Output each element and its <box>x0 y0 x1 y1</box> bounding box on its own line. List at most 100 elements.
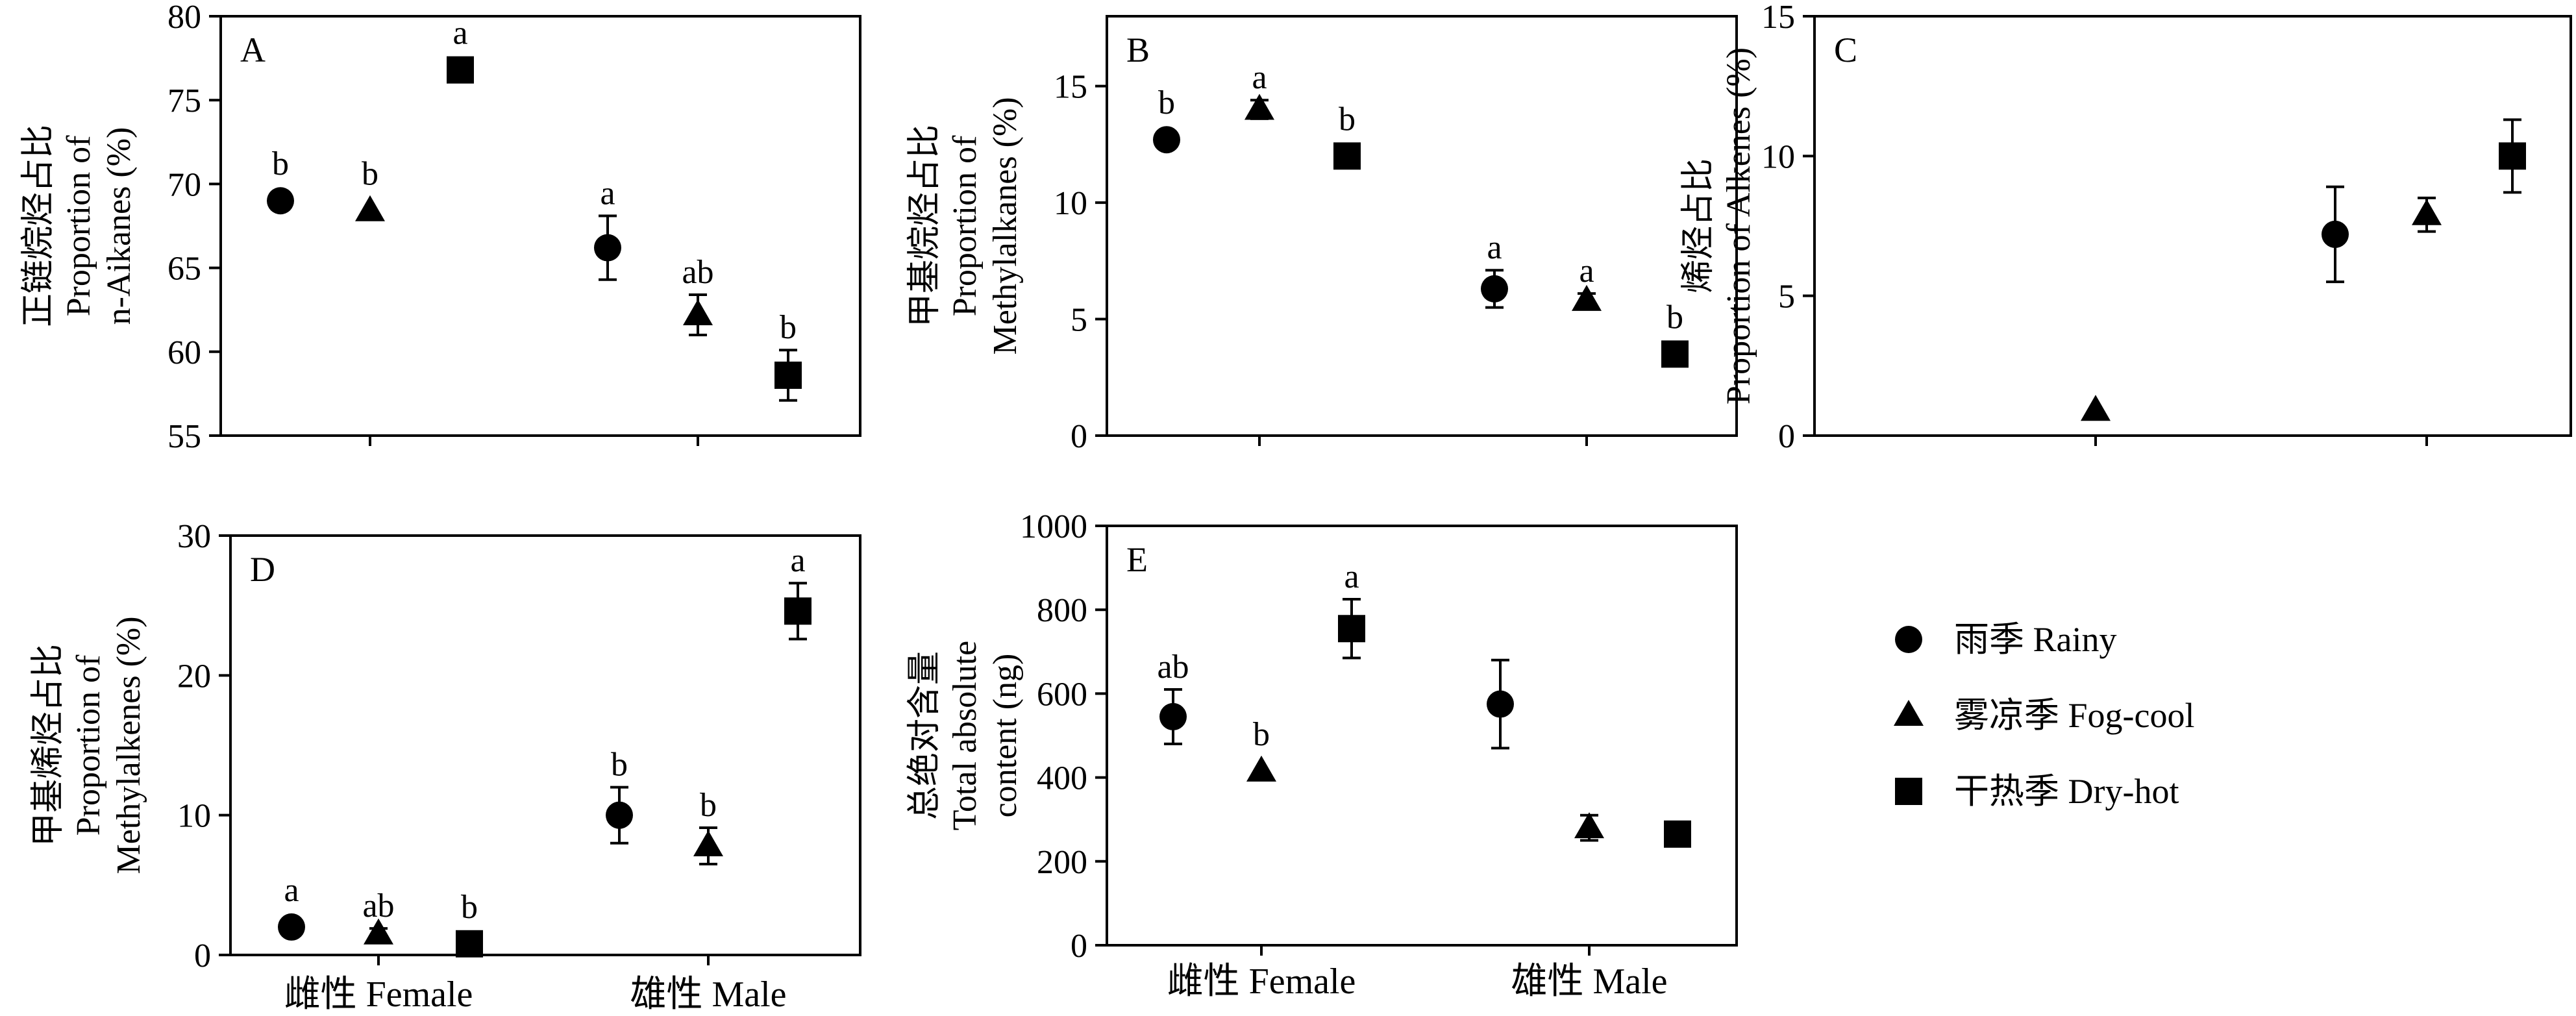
data-point <box>2499 118 2526 194</box>
triangle-marker <box>683 299 713 325</box>
x-category-label: 雌性 Female <box>1167 961 1356 1002</box>
significance-label: ab <box>682 254 713 291</box>
panel-c: 0 5 10 15 C 烯烃占比 Proportion of Alkenes (%) <box>1680 0 2572 455</box>
data-point <box>2412 196 2442 233</box>
data-point <box>1574 812 1604 842</box>
circle-marker <box>278 913 305 941</box>
triangle-marker <box>693 830 723 857</box>
y-tick-label: 65 <box>167 251 201 288</box>
y-tick-label: 0 <box>1778 418 1795 455</box>
y-axis-label: Proportion of <box>60 135 97 316</box>
y-tick-label: 5 <box>1778 279 1795 316</box>
y-axis-label: content (ng) <box>987 654 1024 818</box>
y-axis-label: 甲基烷烃占比 <box>906 125 943 327</box>
y-tick-label: 20 <box>177 658 211 695</box>
panel-b: 0 5 10 15 B 甲基烷烃占比 Proportion of Methylalkanes … <box>906 15 1738 455</box>
data-point: a <box>594 175 621 281</box>
significance-label: b <box>362 156 378 193</box>
triangle-marker <box>1574 812 1604 839</box>
data-point <box>1664 820 1691 848</box>
data-point <box>1487 658 1514 750</box>
significance-label: a <box>790 542 805 579</box>
y-tick-label: 1000 <box>1020 508 1087 545</box>
x-category-label: 雌性 Female <box>284 974 473 1015</box>
data-point: a <box>447 15 474 84</box>
data-point <box>2322 185 2349 284</box>
plot-frame <box>219 15 861 437</box>
significance-label: a <box>1252 59 1267 96</box>
panel-d: 0 10 20 30 D 甲基烯烃占比 Proportion of Methylalkenes… <box>30 518 861 974</box>
y-axis-label: Methylalkanes (%) <box>987 97 1024 354</box>
significance-label: b <box>1253 716 1270 753</box>
y-axis-label: 甲基烯烃占比 <box>30 644 67 847</box>
data-point: b <box>355 156 385 221</box>
circle-marker <box>606 801 633 829</box>
square-marker <box>784 597 811 625</box>
y-axis-label: Proportion of <box>947 135 984 316</box>
circle-marker <box>594 234 621 262</box>
y-axis-label: 烯烃占比 <box>1680 158 1717 293</box>
square-marker <box>2499 142 2526 170</box>
triangle-marker <box>355 195 385 221</box>
significance-label: b <box>272 145 289 182</box>
data-point: ab <box>1157 649 1189 745</box>
circle-marker <box>1487 690 1514 718</box>
legend-item: 雾凉季 Fog-cool <box>1894 696 2195 735</box>
panel-letter: E <box>1126 540 1148 579</box>
y-tick-label: 200 <box>1037 844 1087 881</box>
data-point: b <box>1153 84 1180 154</box>
triangle-marker <box>2081 395 2111 421</box>
y-axis-label: Total absolute <box>947 641 984 830</box>
legend: 雨季 Rainy 雾凉季 Fog-cool 干热季 Dry-hot <box>1894 620 2195 811</box>
significance-label: a <box>600 175 615 212</box>
circle-marker <box>1481 275 1508 303</box>
data-point: a <box>278 872 305 941</box>
triangle-marker <box>1572 284 1602 311</box>
y-axis-label: 正链烷烃占比 <box>20 125 57 327</box>
data-point: ab <box>682 254 714 336</box>
y-tick-label: 0 <box>1071 928 1087 965</box>
y-tick-label: 60 <box>167 334 201 371</box>
significance-label: b <box>461 889 478 926</box>
y-tick-label: 75 <box>167 82 201 119</box>
plot-frame <box>1106 525 1738 947</box>
significance-label: a <box>284 872 299 909</box>
data-point: a <box>1572 253 1602 311</box>
circle-marker <box>2322 220 2349 248</box>
data-point: a <box>1338 558 1365 660</box>
y-tick-label: 10 <box>1761 138 1795 175</box>
significance-label: b <box>780 309 797 346</box>
data-point <box>2081 395 2111 421</box>
significance-label: ab <box>1157 649 1189 686</box>
square-marker <box>774 361 802 389</box>
significance-label: a <box>1487 229 1502 266</box>
panel-letter: C <box>1834 31 1857 69</box>
y-axis-label: n-Aikanes (%) <box>101 127 138 325</box>
data-point: b <box>267 145 294 215</box>
y-tick-label: 80 <box>167 0 201 36</box>
significance-label: b <box>1158 84 1175 121</box>
significance-label: ab <box>362 887 394 924</box>
data-point: b <box>1333 101 1361 170</box>
x-category-label: 雄性 Male <box>1511 961 1667 1002</box>
panel-letter: A <box>240 31 266 69</box>
y-tick-label: 30 <box>177 518 211 555</box>
legend-square-marker <box>1895 778 1922 805</box>
panel-e: 0 200 400 600 800 1000 E 总绝对含量 Total absolute con… <box>906 508 1738 965</box>
data-point: b <box>774 309 802 402</box>
legend-circle-marker <box>1895 626 1922 653</box>
legend-label: 干热季 Dry-hot <box>1954 772 2179 811</box>
significance-label: b <box>1666 299 1683 336</box>
legend-item: 干热季 Dry-hot <box>1895 772 2179 811</box>
y-axis-label: Methylalkenes (%) <box>110 616 147 874</box>
triangle-marker <box>2412 199 2442 225</box>
legend-label: 雾凉季 Fog-cool <box>1954 696 2195 735</box>
y-tick-label: 10 <box>1054 185 1087 222</box>
panel-letter: B <box>1126 31 1150 69</box>
significance-label: a <box>452 15 467 52</box>
y-tick-label: 5 <box>1071 302 1087 339</box>
triangle-marker <box>364 918 393 945</box>
y-tick-label: 800 <box>1037 592 1087 629</box>
legend-label: 雨季 Rainy <box>1954 620 2117 659</box>
